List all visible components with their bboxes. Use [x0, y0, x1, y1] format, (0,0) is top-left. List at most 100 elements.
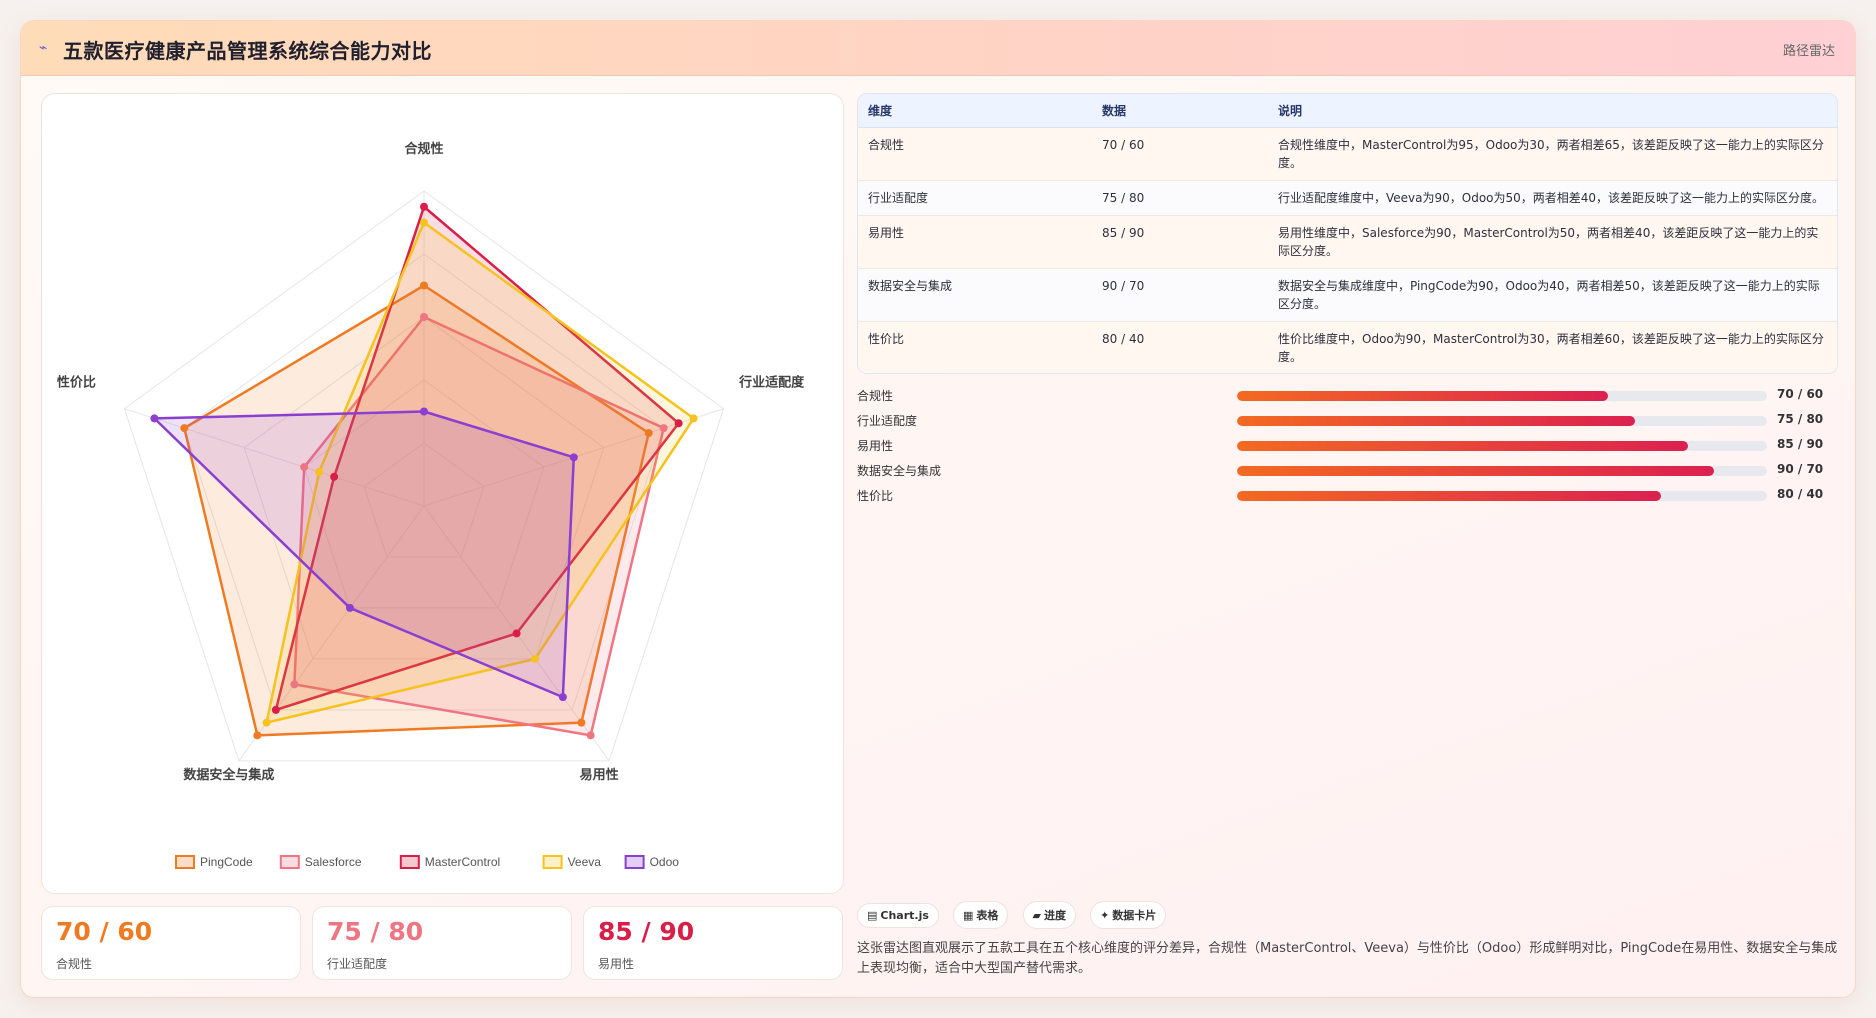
data-point: [420, 202, 428, 211]
cell-dimension: 数据安全与集成: [858, 268, 1092, 322]
data-point: [271, 705, 280, 714]
radar-spoke: [124, 408, 425, 507]
progress-fill: [1237, 466, 1714, 476]
page-title: 五款医疗健康产品管理系统综合能力对比: [63, 39, 432, 63]
progress-row: 性价比 80 / 40: [857, 483, 1838, 508]
chart-type-label: 路径雷达: [1782, 44, 1835, 59]
progress-icon: ▰: [1032, 909, 1041, 922]
tag-progress: ▰ 进度: [1022, 901, 1076, 929]
table-row: 行业适配度 75 / 80 行业适配度维度中，Veeva为90，Odoo为50，…: [858, 180, 1837, 216]
progress-track: [1237, 416, 1767, 426]
series-area: [183, 284, 650, 737]
legend-swatch: [624, 855, 645, 869]
table-row: 性价比 80 / 40 性价比维度中，Odoo为90，MasterControl…: [858, 321, 1837, 373]
progress-value: 70 / 60: [1777, 387, 1824, 401]
data-point: [644, 428, 653, 437]
cell-description: 合规性维度中，MasterControl为95，Odoo为30，两者相差65，该…: [1268, 127, 1837, 181]
progress-track: [1237, 391, 1767, 401]
column-header: 数据: [1092, 94, 1268, 128]
legend-label: Salesforce: [305, 855, 362, 869]
progress-label: 合规性: [857, 389, 894, 403]
summary-text: 这张雷达图直观展示了五款工具在五个核心维度的评分差异，合规性（MasterCon…: [857, 941, 1838, 976]
data-point: [569, 453, 578, 462]
progress-value: 85 / 90: [1777, 437, 1824, 451]
data-point: [586, 731, 595, 740]
stat-value: 85 / 90: [598, 917, 695, 946]
table-row: 易用性 85 / 90 易用性维度中，Salesforce为90，MasterC…: [858, 215, 1837, 269]
cell-description: 易用性维度中，Salesforce为90，MasterControl为50，两者…: [1268, 215, 1837, 269]
wave-icon: ⌁: [39, 40, 48, 56]
progress-value: 90 / 70: [1777, 462, 1824, 476]
stat-card-compliance: 70 / 60 合规性: [41, 906, 301, 980]
legend-swatch: [175, 855, 195, 869]
axis-label: 合规性: [404, 141, 443, 157]
cell-dimension: 性价比: [858, 321, 1092, 373]
progress-track: [1237, 441, 1767, 451]
data-point: [345, 603, 354, 612]
cell-dimension: 行业适配度: [858, 180, 1092, 216]
data-point: [180, 424, 189, 433]
progress-track: [1237, 491, 1767, 501]
cell-description: 数据安全与集成维度中，PingCode为90，Odoo为40，两者相差50，该差…: [1268, 268, 1837, 322]
stat-card-industry-fit: 75 / 80 行业适配度: [312, 906, 572, 980]
cell-description: 性价比维度中，Odoo为90，MasterControl为30，两者相差60，该…: [1268, 321, 1837, 373]
stat-label: 行业适配度: [327, 957, 388, 971]
data-point: [531, 654, 540, 663]
stat-card-usability: 85 / 90 易用性: [583, 906, 843, 980]
legend-label: PingCode: [200, 855, 253, 869]
data-table: 维度 数据 说明 合规性 70 / 60 合规性维度中，MasterContro…: [857, 93, 1838, 374]
series-area: [293, 315, 665, 737]
radar-grid-ring: [243, 316, 605, 660]
progress-row: 易用性 85 / 90: [857, 433, 1838, 458]
cell-data: 85 / 90: [1092, 215, 1268, 269]
axis-label: 数据安全与集成: [183, 767, 274, 783]
radar-grid-ring: [363, 442, 485, 558]
radar-grid-ring: [303, 379, 545, 609]
series-area: [274, 205, 680, 712]
progress-list: 合规性 70 / 60 行业适配度 75 / 80 易用性 85 / 90 数据安全与集成 9…: [857, 383, 1838, 508]
data-point: [315, 467, 324, 476]
data-point: [290, 680, 299, 689]
data-point: [330, 472, 339, 481]
stat-value: 75 / 80: [327, 917, 424, 946]
stat-value: 70 / 60: [56, 917, 153, 946]
column-header: 维度: [858, 94, 1092, 128]
header: ⌁ 五款医疗健康产品管理系统综合能力对比 路径雷达: [21, 21, 1855, 76]
stat-label: 易用性: [598, 957, 635, 971]
data-point: [420, 218, 428, 227]
radar-grid-ring: [123, 190, 725, 762]
progress-fill: [1237, 391, 1608, 401]
progress-value: 75 / 80: [1777, 412, 1824, 426]
legend-swatch: [542, 855, 563, 869]
progress-label: 数据安全与集成: [857, 464, 942, 478]
data-point: [512, 629, 521, 638]
data-point: [420, 407, 428, 416]
progress-label: 性价比: [857, 489, 894, 503]
cell-dimension: 合规性: [858, 127, 1092, 181]
chart-icon: ▤: [867, 909, 878, 922]
progress-value: 80 / 40: [1777, 487, 1824, 501]
series-area: [265, 221, 695, 724]
cell-data: 70 / 60: [1092, 127, 1268, 181]
progress-fill: [1237, 416, 1635, 426]
radar-spoke: [238, 505, 425, 762]
legend-label: Veeva: [568, 855, 602, 869]
data-point: [420, 313, 428, 321]
data-point: [689, 414, 698, 423]
axis-label: 性价比: [57, 375, 96, 391]
tag-table: ▦ 表格: [953, 901, 1009, 929]
progress-fill: [1237, 491, 1661, 501]
legend-swatch: [399, 855, 420, 869]
tag-data-card: ✦ 数据卡片: [1090, 901, 1167, 929]
legend-label: MasterControl: [425, 855, 500, 869]
series-area: [153, 410, 576, 699]
column-header: 说明: [1268, 94, 1837, 128]
data-point: [150, 414, 159, 423]
cell-data: 90 / 70: [1092, 268, 1268, 322]
data-point: [577, 718, 586, 727]
progress-row: 数据安全与集成 90 / 70: [857, 458, 1838, 483]
tech-tags: ▤ Chart.js ▦ 表格 ▰ 进度 ✦ 数据卡片: [857, 901, 1175, 929]
cell-data: 80 / 40: [1092, 321, 1268, 373]
table-row: 合规性 70 / 60 合规性维度中，MasterControl为95，Odoo…: [858, 127, 1837, 181]
